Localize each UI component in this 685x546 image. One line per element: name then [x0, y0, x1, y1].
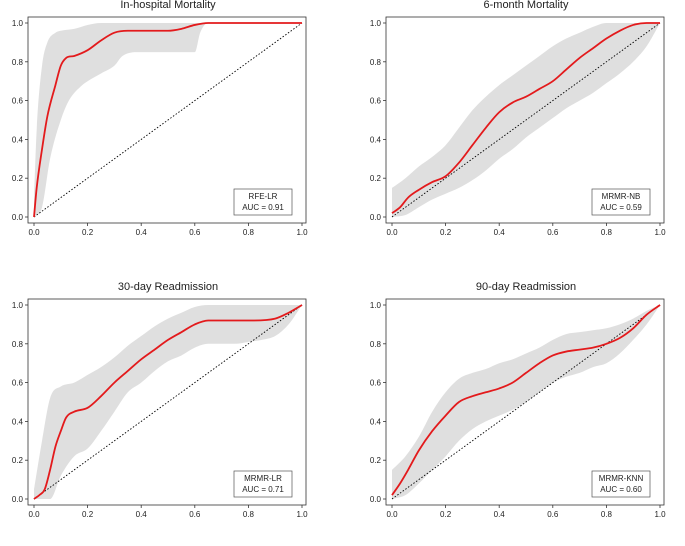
x-tick-label: 0.4	[494, 228, 506, 237]
y-tick-label: 0.2	[12, 456, 24, 465]
panel-title: In-hospital Mortality	[120, 0, 216, 11]
x-tick-label: 0.8	[601, 228, 613, 237]
legend-model: MRMR-NB	[602, 192, 641, 201]
x-tick-label: 0.2	[82, 510, 94, 519]
y-tick-label: 0.2	[370, 456, 382, 465]
plot-area: 0.0 0.0 0.2 0.2 0.4 0.4 0.6 0.6 0.8 0.8 1.0 1.0 MRMR…	[370, 298, 666, 519]
x-tick-label: 0.0	[386, 228, 398, 237]
y-tick-label: 0.0	[12, 495, 24, 504]
confidence-band	[34, 23, 302, 217]
x-tick-label: 0.6	[189, 510, 201, 519]
mean-roc-curve	[391, 304, 661, 496]
chance-diagonal	[33, 22, 303, 218]
y-tick-label: 0.6	[370, 97, 382, 106]
y-tick-label: 0.2	[12, 174, 24, 183]
x-tick-label: 0.6	[547, 510, 559, 519]
mean-roc-curve	[391, 22, 660, 214]
legend-box	[591, 470, 651, 498]
y-tick-label: 0.8	[370, 58, 382, 67]
x-tick-label: 0.6	[189, 228, 201, 237]
y-tick-label: 0.0	[370, 213, 382, 222]
y-tick-label: 0.6	[370, 379, 382, 388]
y-tick-label: 1.0	[370, 19, 382, 28]
x-tick-label: 0.8	[243, 228, 255, 237]
y-tick-label: 0.4	[12, 135, 24, 144]
chance-diagonal	[391, 22, 661, 218]
legend-auc: AUC = 0.59	[600, 203, 642, 212]
axes-frame	[385, 16, 665, 224]
x-tick-label: 1.0	[296, 510, 308, 519]
legend-box	[591, 188, 651, 216]
x-tick-label: 0.0	[28, 228, 40, 237]
panel-title: 6-month Mortality	[484, 0, 569, 11]
y-tick-label: 0.4	[370, 417, 382, 426]
x-tick-label: 0.2	[82, 228, 94, 237]
x-tick-label: 0.0	[386, 510, 398, 519]
panel-90-day-readmission: 90-day Readmission 0.0 0.0 0.2 0.2 0.4 0.4 0.6…	[370, 281, 666, 519]
y-tick-label: 0.8	[12, 58, 24, 67]
panel-in-hospital-mortality: In-hospital Mortality 0.0 0.0 0.2 0.2 0.4 0.4…	[12, 0, 308, 237]
y-tick-label: 1.0	[12, 19, 24, 28]
y-tick-label: 0.0	[370, 495, 382, 504]
legend-auc: AUC = 0.60	[600, 485, 642, 494]
panel-6-month-mortality: 6-month Mortality 0.00.00.20.20.40.40.60…	[370, 0, 666, 237]
y-tick-label: 0.8	[370, 340, 382, 349]
x-tick-label: 0.4	[136, 228, 148, 237]
x-tick-label: 0.8	[243, 510, 255, 519]
x-tick-label: 1.0	[654, 510, 666, 519]
x-tick-label: 0.2	[440, 510, 452, 519]
panel-30-day-readmission: 30-day Readmission 0.0 0.0 0.2 0.2 0.4 0.4 0.6…	[12, 281, 308, 519]
x-tick-label: 0.4	[136, 510, 148, 519]
panel-title: 30-day Readmission	[118, 281, 218, 293]
x-tick-label: 0.0	[28, 510, 40, 519]
x-tick-label: 0.2	[440, 228, 452, 237]
legend: MRMR-NB AUC = 0.59	[591, 188, 651, 216]
legend-box	[233, 470, 293, 498]
legend-model: RFE-LR	[249, 192, 278, 201]
axes-frame	[27, 298, 307, 506]
y-tick-label: 0.4	[12, 417, 24, 426]
x-tick-label: 0.6	[547, 228, 559, 237]
axes-frame	[27, 16, 307, 224]
y-tick-label: 0.6	[12, 97, 24, 106]
y-tick-label: 1.0	[370, 301, 382, 310]
mean-roc-curve	[33, 22, 302, 218]
plot-area: 0.0 0.0 0.2 0.2 0.4 0.4 0.6 0.6 0.8 0.8 1.0 1.0 MRMR…	[370, 16, 666, 237]
legend-model: MRMR-KNN	[599, 474, 644, 483]
chance-diagonal	[33, 304, 303, 500]
x-tick-label: 1.0	[654, 228, 666, 237]
y-tick-label: 0.6	[12, 379, 24, 388]
legend-auc: AUC = 0.91	[242, 203, 284, 212]
legend-box	[233, 188, 293, 216]
mean-roc-curve	[33, 304, 303, 500]
legend: MRMR-LR AUC = 0.71	[233, 470, 293, 498]
y-tick-label: 1.0	[12, 301, 24, 310]
x-tick-label: 0.8	[601, 510, 613, 519]
plot-area: 0.0 0.0 0.2 0.2 0.4 0.4 0.6 0.6 0.8 0.8 1.0 1.0 MRMR…	[12, 298, 308, 519]
y-tick-label: 0.2	[370, 174, 382, 183]
y-tick-label: 0.8	[12, 340, 24, 349]
legend-model: MRMR-LR	[244, 474, 282, 483]
x-tick-label: 1.0	[296, 228, 308, 237]
chance-diagonal	[391, 304, 661, 500]
axes-frame	[385, 298, 665, 506]
y-tick-label: 0.4	[370, 135, 382, 144]
plot-area: 0.0 0.0 0.2 0.2 0.4 0.4 0.6 0.6 0.8 0.8 1.0 1.0 RFE-…	[12, 16, 308, 237]
legend: RFE-LR AUC = 0.91	[233, 188, 293, 216]
panel-title: 90-day Readmission	[476, 281, 576, 293]
x-tick-label: 0.4	[494, 510, 506, 519]
legend-auc: AUC = 0.71	[242, 485, 284, 494]
legend: MRMR-KNN AUC = 0.60	[591, 470, 651, 498]
y-tick-label: 0.0	[12, 213, 24, 222]
